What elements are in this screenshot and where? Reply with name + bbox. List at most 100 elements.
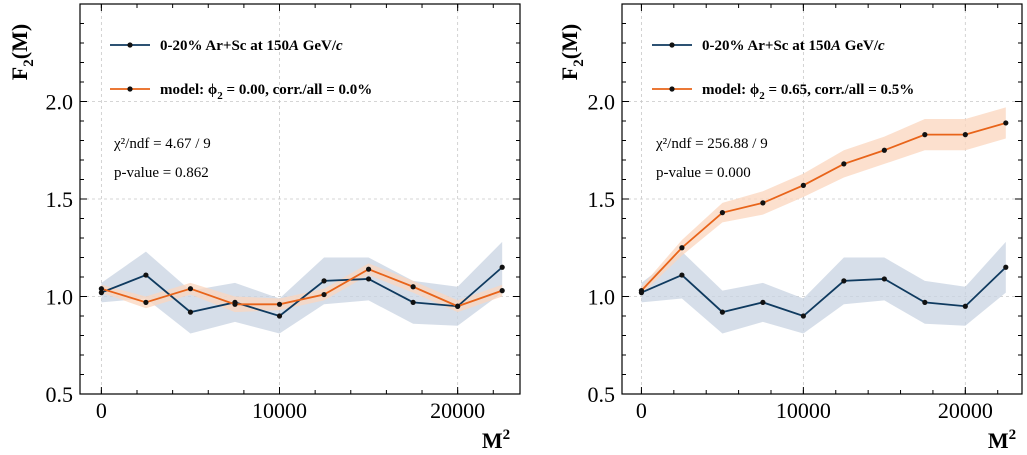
y-tick-label: 1.5 [588,187,616,212]
data-point [410,299,416,305]
text-span: GeV/ [841,38,879,54]
annotation-1: χ²/ndf = 256.88 / 9 [655,136,768,152]
data-point [365,266,372,272]
text-span: M [482,428,503,453]
data-point [276,301,283,307]
data-point [365,276,372,282]
y-tick-label: 2.0 [588,90,616,115]
text-span: 2 [21,59,37,67]
uncertainty-band-2 [641,107,1006,295]
series-line-1 [101,266,503,317]
annotation-1: χ²/ndf = 4.67 / 9 [113,136,211,152]
legend-label-2: model: ϕ2 = 0.65, corr./all = 0.5% [702,82,914,102]
text-span: 0-20% Ar+Sc at 150 [160,38,289,54]
text-span: ϕ [750,82,759,98]
data-point [881,276,887,282]
text-span: c [878,38,885,54]
legend-label-1: 0-20% Ar+Sc at 150A GeV/c [702,38,885,54]
x-tick-label: 0 [96,398,107,423]
text-span: model: [702,82,750,98]
legend: 0-20% Ar+Sc at 150A GeV/c model: ϕ2 = 0.6… [652,38,914,102]
text-span: 2 [503,427,511,443]
y-tick-label: 2.0 [46,90,74,115]
data-point [841,278,847,284]
y-tick-label: 1.0 [588,285,616,310]
legend-marker [669,42,675,48]
x-tick-label: 20000 [430,398,485,423]
text-span: ϕ [208,82,217,98]
text-span: F [557,67,582,80]
text-span: 2 [759,90,765,102]
x-tick-label: 10000 [776,398,831,423]
data-point [679,272,685,278]
data-point [143,299,149,305]
data-point [760,299,766,305]
y-tick-label: 0.5 [46,382,74,407]
data-point [922,132,928,138]
data-point [1003,264,1009,270]
series-line-2 [640,122,1007,292]
data-point [638,288,645,294]
x-tick-label: 10000 [252,398,307,423]
y-axis-label: F2(M) [557,24,587,80]
y-axis-label: F2(M) [7,24,37,80]
series-line-2 [101,268,503,308]
data-point [232,301,238,307]
legend-marker [127,86,133,92]
x-tick-label: 0 [636,398,647,423]
text-span: 2 [217,90,223,102]
data-point [321,291,327,298]
x-axis-label: M2 [988,427,1016,453]
text-span: (M) [7,24,32,59]
data-point [962,303,968,309]
data-point [679,245,685,251]
data-point [1003,120,1009,126]
data-point [187,286,194,292]
y-tick-label: 0.5 [588,382,616,407]
data-point [841,161,847,167]
data-point [719,309,726,315]
data-point [922,299,928,305]
text-span: (M) [557,24,582,59]
data-point [98,290,104,296]
text-span: 0-20% Ar+Sc at 150 [702,38,831,54]
data-point [881,147,887,153]
y-tick-label: 1.0 [46,285,74,310]
uncertainty-band-1 [101,241,503,334]
x-tick-label: 20000 [938,398,993,423]
data-point [719,210,726,216]
text-span: model: [160,82,208,98]
uncertainty-band-1 [641,241,1006,334]
data-point [276,313,283,319]
annotation-2: p-value = 0.000 [656,165,751,181]
text-span: A [288,38,299,54]
text-span: = 0.65, corr./all = 0.5% [765,82,914,98]
annotation-2: p-value = 0.862 [114,165,209,181]
uncertainty-band-2 [101,263,503,313]
text-span: c [336,38,343,54]
x-axis-label: M2 [482,427,510,453]
legend-marker [127,42,133,48]
data-point [98,286,104,292]
data-point [143,272,149,278]
data-point [455,303,461,309]
text-span: GeV/ [299,38,337,54]
legend-marker [669,86,675,92]
data-point [800,182,806,188]
data-point [410,284,416,290]
text-span: = 0.00, corr./all = 0.0% [223,82,372,98]
data-point [800,313,806,319]
data-point [187,309,194,315]
data-point [760,200,766,206]
text-span: 2 [571,59,587,67]
data-point [499,264,505,270]
legend-label-2: model: ϕ2 = 0.00, corr./all = 0.0% [160,82,372,102]
series-line-1 [641,266,1007,318]
data-point [321,278,327,284]
text-span: 2 [1009,427,1017,443]
data-point [499,288,505,294]
y-tick-label: 1.5 [46,187,74,212]
